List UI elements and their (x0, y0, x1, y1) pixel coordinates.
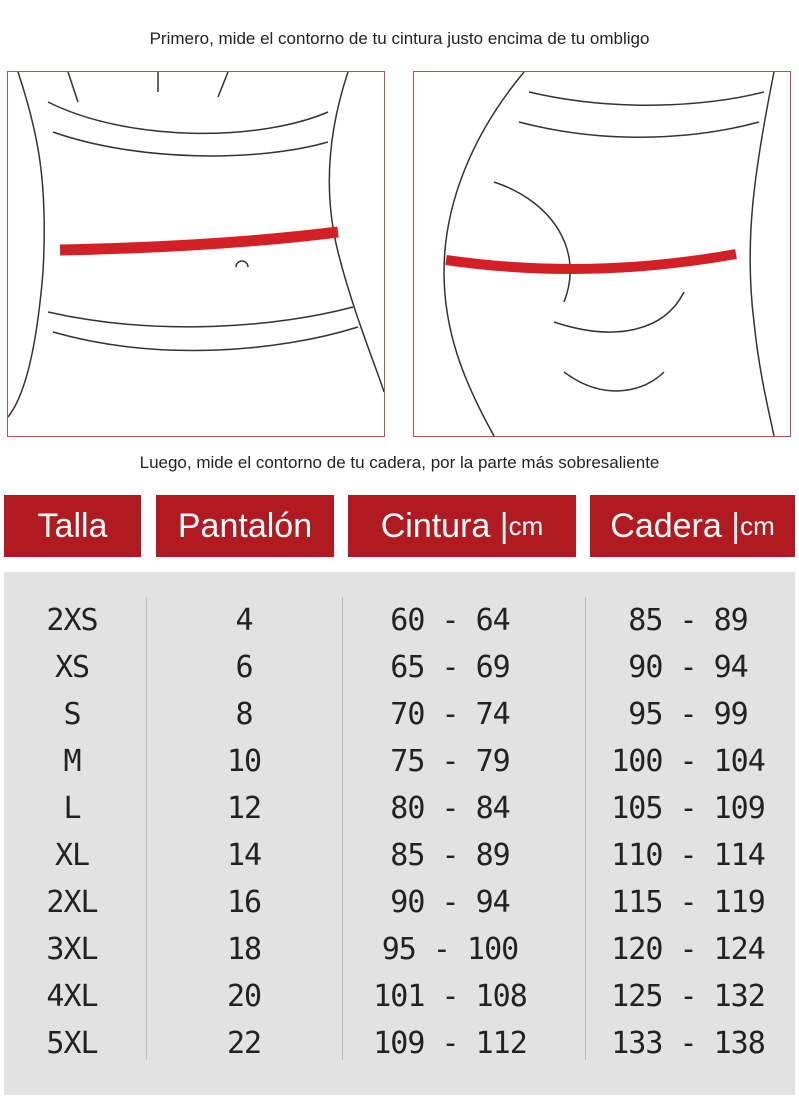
table-cell: 12 (226, 791, 262, 826)
table-cell: 109 - 112 (373, 1026, 528, 1061)
table-cell: S (63, 697, 81, 732)
table-cell: 75 - 79 (390, 744, 510, 779)
header-text: Cintura | (380, 506, 509, 545)
table-cell: 85 - 89 (390, 838, 510, 873)
table-cell: 4XL (46, 979, 98, 1014)
table-cell: 90 - 94 (390, 885, 510, 920)
table-cell: 2XL (46, 885, 98, 920)
table-cell: 95 - 99 (628, 697, 748, 732)
header-text: Pantalón (177, 506, 313, 545)
table-cell: 133 - 138 (611, 1026, 766, 1061)
size-table: 2XS 4 60 - 64 85 - 89 XS 6 65 - 69 90 - 94 S 8 70 … (4, 572, 795, 1095)
table-cell: 120 - 124 (611, 932, 766, 967)
hip-illustration (413, 71, 791, 437)
table-cell: 22 (226, 1026, 262, 1061)
table-cell: 90 - 94 (628, 650, 748, 685)
header-cell: Cintura | cm (348, 495, 576, 557)
divider (585, 597, 586, 1060)
table-cell: 14 (226, 838, 262, 873)
header-text: Cadera | (610, 506, 741, 545)
header-cell: Talla (4, 495, 141, 557)
table-cell: 101 - 108 (373, 979, 528, 1014)
table-cell: 110 - 114 (611, 838, 766, 873)
table-cell: 4 (235, 603, 253, 638)
table-cell: 100 - 104 (611, 744, 766, 779)
caption-top: Primero, mide el contorno de tu cintura … (149, 29, 650, 48)
divider (146, 597, 147, 1060)
table-cell: XL (54, 838, 90, 873)
table-cell: 95 - 100 (381, 932, 520, 967)
divider (342, 597, 343, 1060)
table-cell: 18 (226, 932, 262, 967)
table-cell: 60 - 64 (390, 603, 510, 638)
table-cell: 125 - 132 (611, 979, 766, 1014)
table-cell: 105 - 109 (611, 791, 766, 826)
header-text: Talla (37, 506, 108, 545)
waist-illustration (7, 71, 385, 437)
header-unit: cm (508, 510, 544, 541)
header-unit: cm (740, 510, 775, 541)
table-cell: 3XL (46, 932, 98, 967)
table-cell: 8 (235, 697, 253, 732)
table-cell: 115 - 119 (611, 885, 766, 920)
table-cell: 85 - 89 (628, 603, 748, 638)
table-cell: XS (54, 650, 90, 685)
table-cell: 80 - 84 (390, 791, 510, 826)
table-cell: 70 - 74 (390, 697, 510, 732)
table-cell: 65 - 69 (390, 650, 510, 685)
caption-bottom: Luego, mide el contorno de tu cadera, po… (139, 453, 660, 472)
table-cell: 6 (235, 650, 253, 685)
header-cell: Cadera | cm (590, 495, 795, 557)
table-cell: 2XS (46, 603, 98, 638)
table-cell: 20 (226, 979, 262, 1014)
table-cell: M (63, 744, 81, 779)
header-cell: Pantalón (156, 495, 334, 557)
table-cell: 5XL (46, 1026, 98, 1061)
table-cell: 10 (226, 744, 262, 779)
table-cell: 16 (226, 885, 262, 920)
table-cell: L (63, 791, 81, 826)
